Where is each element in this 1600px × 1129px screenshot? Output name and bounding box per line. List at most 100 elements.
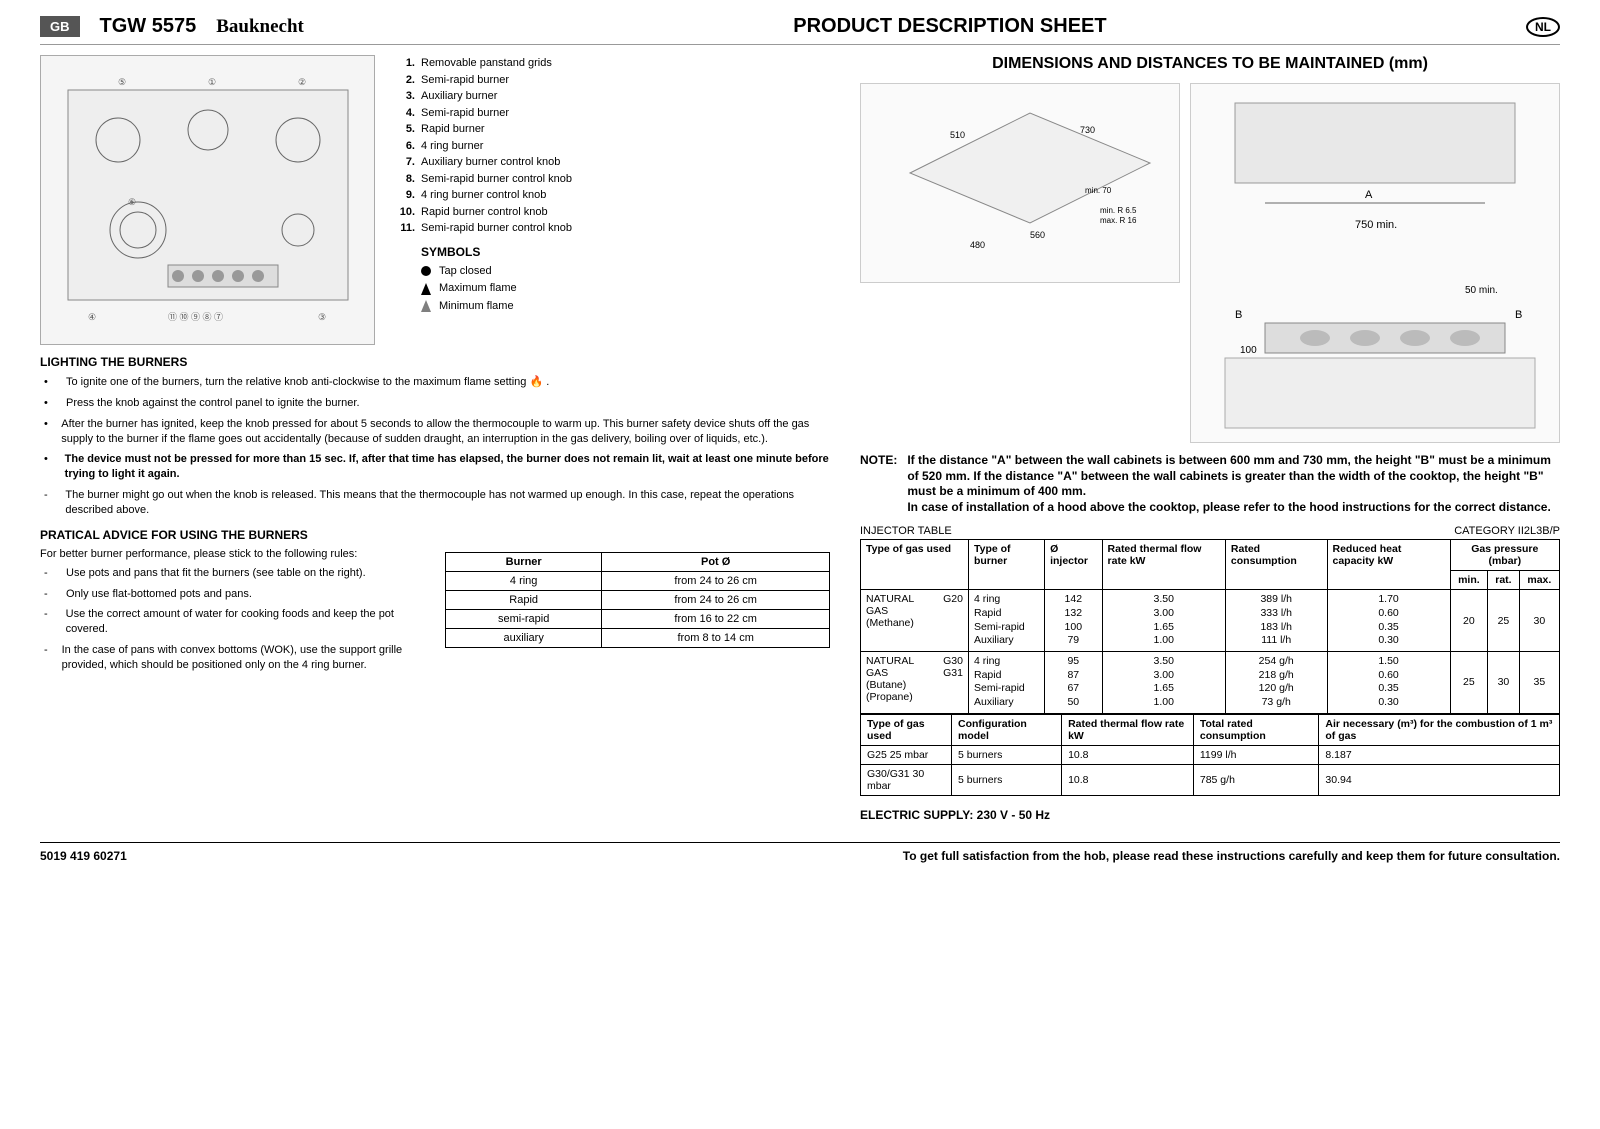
advice-intro: For better burner performance, please st…	[40, 548, 425, 560]
left-column: ⑤ ① ② ④ ⑥ ③ ⑪ ⑩ ⑨ ⑧ ⑦ 1.Removable pansta…	[40, 55, 830, 822]
svg-text:A: A	[1365, 189, 1373, 201]
pot-header: Pot Ø	[602, 552, 830, 571]
th: Type of burner	[968, 540, 1044, 590]
summary-table: Type of gas used Configuration model Rat…	[860, 714, 1560, 796]
symbols-heading: SYMBOLS	[421, 245, 830, 259]
table-row: semi-rapidfrom 16 to 22 cm	[446, 609, 830, 628]
table-row: G25 25 mbar5 burners10.81199 l/h8.187	[861, 745, 1560, 764]
th: max.	[1519, 571, 1559, 590]
table-row: NATURAL GAS (Butane) (Propane)G30 G314 r…	[861, 651, 1560, 713]
th: Type of gas used	[861, 714, 952, 745]
parts-list: 1.Removable panstand grids2.Semi-rapid b…	[395, 55, 830, 345]
part-item: 10.Rapid burner control knob	[395, 204, 830, 221]
injector-table: Type of gas used Type of burner Ø inject…	[860, 539, 1560, 713]
gb-badge: GB	[40, 16, 80, 37]
part-item: 1.Removable panstand grids	[395, 55, 830, 72]
lighting-item: •After the burner has ignited, keep the …	[44, 417, 830, 447]
svg-text:750 min.: 750 min.	[1355, 219, 1397, 231]
th: Rated consumption	[1225, 540, 1327, 590]
advice-item: -In the case of pans with convex bottoms…	[44, 643, 425, 673]
cooktop-diagram: ⑤ ① ② ④ ⑥ ③ ⑪ ⑩ ⑨ ⑧ ⑦	[40, 55, 375, 345]
th: Gas pressure (mbar)	[1450, 540, 1559, 571]
symbol-label: Maximum flame	[439, 280, 517, 298]
svg-text:100: 100	[1240, 345, 1257, 356]
lighting-item: •To ignite one of the burners, turn the …	[44, 375, 830, 390]
advice-list: -Use pots and pans that fit the burners …	[44, 566, 425, 673]
part-item: 5.Rapid burner	[395, 121, 830, 138]
footer: 5019 419 60271 To get full satisfaction …	[40, 842, 1560, 863]
svg-text:④: ④	[88, 312, 96, 322]
svg-text:min. R 6.5: min. R 6.5	[1100, 206, 1137, 215]
th: Total rated consumption	[1193, 714, 1319, 745]
lighting-item: •The device must not be pressed for more…	[44, 452, 830, 482]
th: min.	[1450, 571, 1488, 590]
part-item: 9.4 ring burner control knob	[395, 187, 830, 204]
svg-text:max. R 16: max. R 16	[1100, 216, 1137, 225]
svg-text:⑤: ⑤	[118, 77, 126, 87]
svg-text:480: 480	[970, 240, 985, 250]
table-row: NATURAL GAS (Methane)G204 ringRapidSemi-…	[861, 590, 1560, 652]
page-title: PRODUCT DESCRIPTION SHEET	[394, 15, 1506, 38]
svg-text:③: ③	[318, 312, 326, 322]
svg-text:50 min.: 50 min.	[1465, 285, 1498, 296]
advice-item: -Use the correct amount of water for coo…	[44, 607, 425, 637]
advice-item: -Only use flat-bottomed pots and pans.	[44, 587, 425, 602]
th: Configuration model	[952, 714, 1062, 745]
model-number: TGW 5575	[100, 15, 197, 38]
advice-heading: PRATICAL ADVICE FOR USING THE BURNERS	[40, 528, 830, 542]
svg-text:⑥: ⑥	[128, 197, 136, 207]
th: Rated thermal flow rate kW	[1102, 540, 1225, 590]
svg-text:B: B	[1515, 309, 1522, 321]
th: Ø injector	[1045, 540, 1102, 590]
svg-text:560: 560	[1030, 230, 1045, 240]
right-column: DIMENSIONS AND DISTANCES TO BE MAINTAINE…	[860, 55, 1560, 822]
header: GB TGW 5575 Bauknecht PRODUCT DESCRIPTIO…	[40, 15, 1560, 45]
part-item: 8.Semi-rapid burner control knob	[395, 171, 830, 188]
table-row: G30/G31 30 mbar5 burners10.8785 g/h30.94	[861, 764, 1560, 795]
symbol-max: Maximum flame	[421, 280, 830, 298]
svg-text:①: ①	[208, 77, 216, 87]
lighting-item: -The burner might go out when the knob i…	[44, 488, 830, 518]
lighting-list: •To ignite one of the burners, turn the …	[44, 375, 830, 518]
svg-text:min. 70: min. 70	[1085, 186, 1112, 195]
doc-code: 5019 419 60271	[40, 849, 127, 863]
cutout-diagram: 510 730 min. 70 min. R 6.5 max. R 16 480…	[860, 83, 1180, 283]
symbol-min: Minimum flame	[421, 298, 830, 316]
table-row: 4 ringfrom 24 to 26 cm	[446, 571, 830, 590]
note-label: NOTE:	[860, 453, 897, 515]
svg-text:B: B	[1235, 309, 1242, 321]
part-item: 11.Semi-rapid burner control knob	[395, 220, 830, 237]
injector-table-title: INJECTOR TABLE	[860, 525, 952, 537]
pot-header: Burner	[446, 552, 602, 571]
part-item: 6.4 ring burner	[395, 138, 830, 155]
lighting-item: •Press the knob against the control pane…	[44, 396, 830, 411]
svg-text:⑪ ⑩ ⑨ ⑧ ⑦: ⑪ ⑩ ⑨ ⑧ ⑦	[168, 312, 223, 322]
symbol-closed: Tap closed	[421, 263, 830, 281]
pot-table: Burner Pot Ø 4 ringfrom 24 to 26 cmRapid…	[445, 552, 830, 648]
electric-supply: ELECTRIC SUPPLY: 230 V - 50 Hz	[860, 808, 1560, 822]
advice-item: -Use pots and pans that fit the burners …	[44, 566, 425, 581]
table-row: Rapidfrom 24 to 26 cm	[446, 590, 830, 609]
nl-badge: NL	[1526, 17, 1560, 37]
footer-message: To get full satisfaction from the hob, p…	[903, 849, 1560, 863]
th: Type of gas used	[861, 540, 969, 590]
note-text: If the distance "A" between the wall cab…	[907, 453, 1560, 515]
min-flame-icon	[421, 300, 431, 312]
part-item: 2.Semi-rapid burner	[395, 72, 830, 89]
clearance-diagram: A 750 min. 50 min. B B 100	[1190, 83, 1560, 443]
svg-text:730: 730	[1080, 125, 1095, 135]
part-item: 3.Auxiliary burner	[395, 88, 830, 105]
table-row: auxiliaryfrom 8 to 14 cm	[446, 628, 830, 647]
th: Reduced heat capacity kW	[1327, 540, 1450, 590]
svg-text:510: 510	[950, 130, 965, 140]
brand-name: Bauknecht	[216, 16, 304, 38]
injector-category: CATEGORY II2L3B/P	[1454, 525, 1560, 537]
svg-text:②: ②	[298, 77, 306, 87]
symbol-label: Tap closed	[439, 263, 492, 281]
symbol-label: Minimum flame	[439, 298, 514, 316]
tap-closed-icon	[421, 266, 431, 276]
max-flame-icon	[421, 283, 431, 295]
th: rat.	[1488, 571, 1520, 590]
lighting-heading: LIGHTING THE BURNERS	[40, 355, 830, 369]
part-item: 7.Auxiliary burner control knob	[395, 154, 830, 171]
